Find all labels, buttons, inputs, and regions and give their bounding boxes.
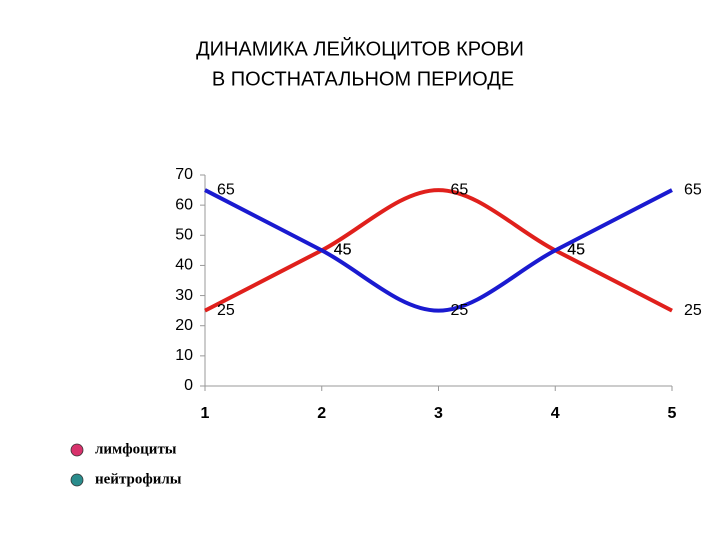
legend-label: нейтрофилы <box>95 471 182 487</box>
legend-marker <box>70 473 84 487</box>
data-label: 25 <box>684 302 702 319</box>
data-label: 25 <box>451 302 469 319</box>
y-tick-label: 40 <box>175 257 193 274</box>
x-tick-label: 1 <box>201 405 210 422</box>
series-line <box>204 188 673 313</box>
chart-title: В ПОСТНАТАЛЬНОМ ПЕРИОДЕ <box>212 68 514 90</box>
chart-title: ДИНАМИКА ЛЕЙКОЦИТОВ КРОВИ <box>196 36 524 60</box>
data-label: 45 <box>334 242 352 259</box>
x-tick-label: 2 <box>317 405 326 422</box>
data-label: 45 <box>334 242 352 259</box>
data-label: 45 <box>567 242 585 259</box>
legend-label: лимфоциты <box>95 441 177 457</box>
x-tick-label: 5 <box>668 405 677 422</box>
x-tick-label: 4 <box>551 405 560 422</box>
y-tick-label: 20 <box>175 317 193 334</box>
y-tick-label: 70 <box>175 166 193 183</box>
y-tick-label: 50 <box>175 227 193 244</box>
y-tick-label: 30 <box>175 287 193 304</box>
data-label: 25 <box>217 302 235 319</box>
series-line <box>204 188 673 313</box>
data-label: 65 <box>684 181 702 198</box>
x-tick-label: 3 <box>434 405 443 422</box>
y-tick-label: 10 <box>175 347 193 364</box>
data-label: 65 <box>451 181 469 198</box>
legend-marker <box>70 443 84 457</box>
y-tick-label: 0 <box>184 377 193 394</box>
data-label: 45 <box>567 242 585 259</box>
y-tick-label: 60 <box>175 196 193 213</box>
data-label: 65 <box>217 181 235 198</box>
